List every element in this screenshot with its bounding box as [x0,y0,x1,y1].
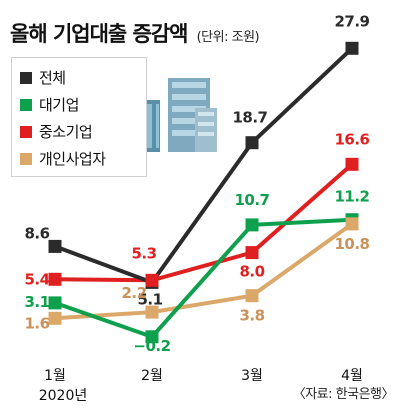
source-note: 〈자료: 한국은행〉 [292,387,395,402]
data-point-s1-p0 [48,296,62,310]
legend-label-sme: 중소기업 [39,123,93,141]
data-label-s1-p2: 10.7 [234,191,269,209]
data-point-s3-p3 [345,217,359,231]
series-line-2 [54,162,354,283]
x-tick-label-3: 4월 [341,368,363,384]
data-label-s3-p1: 2.2 [121,284,146,302]
legend-swatch-large [20,98,32,111]
legend-label-large: 대기업 [39,96,79,114]
title-block: 올해 기업대출 증감액 (단위: 조원) [10,18,260,48]
data-point-s0-p0 [48,239,62,253]
chart-title: 올해 기업대출 증감액 [10,22,189,46]
data-point-s1-p2 [245,218,259,232]
legend: 전체 대기업 중소기업 개인사업자 [11,57,147,177]
data-label-s3-p2: 3.8 [239,307,264,325]
x-tick-label-1: 2월 [141,368,163,384]
data-point-s2-p0 [48,272,62,286]
data-label-s0-p1: 5.1 [137,290,162,308]
legend-item-total: 전체 [20,64,146,91]
data-label-s0-p3: 27.9 [334,12,369,30]
legend-swatch-sme [20,125,32,138]
buildings-illustration [125,78,217,152]
data-label-s1-p0: 3.1 [24,293,49,311]
data-point-s3-p2 [245,289,259,303]
data-point-s3-p1 [145,305,159,319]
legend-swatch-total [20,71,32,84]
data-label-s1-p1: −0.2 [133,337,170,355]
data-label-s2-p2: 8.0 [239,263,264,281]
data-point-s1-p1 [145,330,159,344]
x-tick-label-0: 1월 [44,368,66,384]
legend-item-sme: 중소기업 [20,118,146,145]
data-point-s2-p2 [245,246,259,260]
data-label-s3-p3: 10.8 [334,235,369,253]
data-point-s0-p2 [245,136,259,150]
series-line-0 [54,46,354,285]
x-tick-label-2: 3월 [241,368,263,384]
data-point-s3-p0 [48,311,62,325]
data-point-s0-p3 [345,41,359,55]
data-label-s0-p2: 18.7 [232,109,267,127]
data-label-s1-p3: 11.2 [334,188,369,206]
data-label-s0-p0: 8.6 [24,224,49,242]
data-label-s3-p0: 1.6 [24,314,49,332]
series-line-1 [54,217,353,340]
unit-label: (단위: 조원) [196,30,260,45]
legend-swatch-self-employed [20,152,32,165]
series-line-3 [54,222,354,321]
data-label-s2-p1: 5.3 [131,244,156,262]
x-tick-sublabel-0: 2020년 [39,388,88,404]
data-label-s2-p3: 16.6 [334,130,369,148]
legend-label-total: 전체 [39,69,66,87]
data-label-s2-p0: 5.4 [24,270,49,288]
legend-item-self-employed: 개인사업자 [20,145,146,172]
legend-label-self-employed: 개인사업자 [39,150,106,168]
legend-item-large: 대기업 [20,91,146,118]
data-point-s2-p1 [145,273,159,287]
data-point-s2-p3 [345,157,359,171]
